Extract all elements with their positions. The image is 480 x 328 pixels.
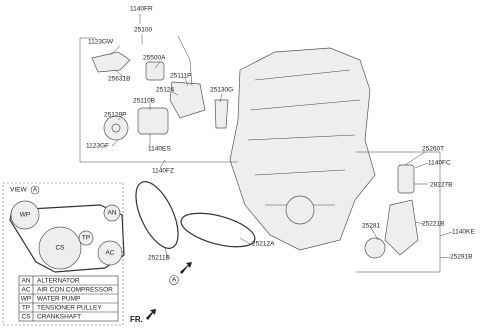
pulley — [10, 200, 40, 230]
leader-lines — [109, 14, 453, 259]
part-label: 25631B — [108, 76, 130, 83]
part-label: 1140FZ — [152, 168, 174, 175]
legend-name: CRANKSHAFT — [37, 314, 81, 321]
pulley-label: CS — [55, 245, 65, 252]
legend-name: AIR CON COMPRESSOR — [37, 287, 113, 294]
pump-group — [79, 35, 238, 163]
pulley-label: AN — [107, 210, 116, 217]
view-title-circle — [30, 185, 40, 195]
pulley — [38, 226, 82, 270]
part-label: 25260T — [422, 146, 444, 153]
direction-arrow — [146, 309, 156, 320]
pulley-label: AC — [105, 250, 114, 257]
tensioner-group — [356, 151, 441, 273]
view-arrow — [180, 262, 192, 274]
legend-code: WP — [21, 296, 31, 303]
part-label: 1140KE — [452, 229, 475, 236]
belt-25212a — [180, 212, 256, 248]
direction-label: FR. — [130, 315, 143, 324]
legend-code: AN — [21, 278, 30, 285]
pulley — [103, 204, 121, 222]
pulley-label: WP — [20, 212, 30, 219]
part-label: 25124 — [156, 87, 174, 94]
part-label: 25281 — [362, 223, 380, 230]
part-label: 25291B — [450, 254, 472, 261]
legend-table: AN ALTERNATOR AC AIR CON COMPRESSOR WP W… — [18, 275, 119, 322]
part-label: 1123GF — [86, 143, 109, 150]
part-label: 28227B — [430, 182, 452, 189]
pulley — [97, 240, 123, 266]
part-label: 25500A — [143, 55, 166, 62]
view-box — [2, 182, 124, 326]
legend-code: AC — [21, 287, 30, 294]
pulley — [78, 230, 94, 246]
part-label: 25221B — [422, 221, 444, 228]
part-label: 25212A — [252, 241, 275, 248]
part-label: 1140FR — [130, 6, 153, 13]
legend-name: TENSIONER PULLEY — [37, 305, 102, 312]
engine-block — [229, 47, 376, 251]
view-marker-circle — [169, 275, 179, 285]
view-title: VIEW — [10, 187, 27, 194]
part-label: 25111P — [170, 73, 191, 80]
part-label: 1140ES — [148, 146, 171, 153]
legend-name: WATER PUMP — [37, 296, 80, 303]
legend-name: ALTERNATOR — [37, 278, 80, 285]
legend-code: CS — [21, 314, 31, 321]
part-label: 1123GW — [88, 39, 114, 46]
view-title-marker: A — [33, 187, 38, 194]
belt-25211b — [135, 181, 179, 249]
pulley-label: TP — [82, 235, 90, 242]
part-label: 25130G — [210, 87, 233, 94]
legend-code: TP — [22, 305, 30, 312]
part-label: 25129P — [104, 112, 126, 119]
part-label: 1140FC — [428, 160, 451, 167]
part-label: 25211B — [148, 255, 170, 262]
part-label: 25100 — [134, 27, 152, 34]
part-label: 25110B — [133, 98, 155, 105]
view-marker: A — [172, 277, 177, 284]
